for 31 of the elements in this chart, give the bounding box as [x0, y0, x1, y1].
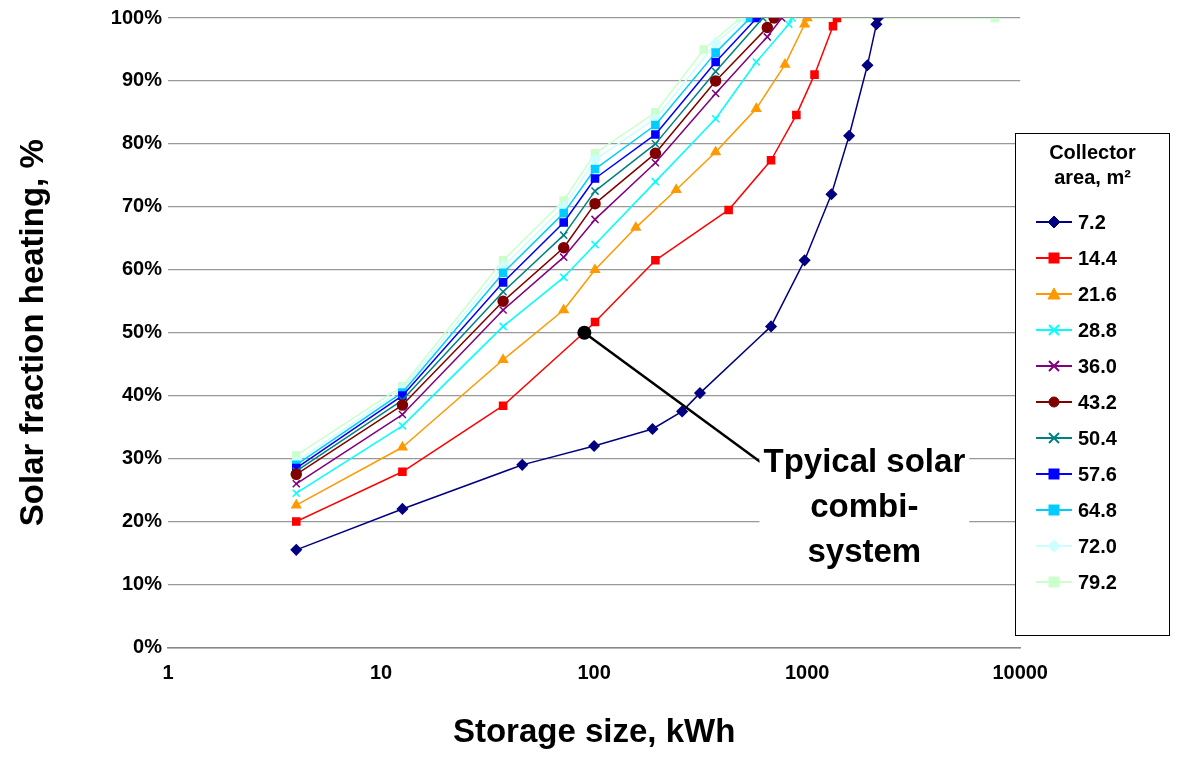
y-tick-label: 20%	[121, 509, 163, 532]
legend-label: 43.2	[1078, 390, 1117, 414]
x-tick-label: 10	[369, 660, 393, 683]
x-tick-label: 100	[577, 660, 611, 683]
y-tick-label: 70%	[121, 194, 163, 217]
y-axis-title: Solar fraction heating, %	[12, 139, 50, 527]
legend-label: 21.6	[1078, 282, 1117, 306]
y-tick-label: 90%	[121, 68, 163, 91]
annotation: Tpyical solar combi-system	[763, 441, 966, 569]
x-tick-label: 1000	[784, 660, 830, 683]
y-tick-label: 100%	[110, 5, 163, 28]
legend-label: 72.0	[1078, 534, 1117, 558]
legend-label: 7.2	[1078, 210, 1106, 234]
y-tick-label: 0%	[133, 634, 163, 657]
legend-label: 36.0	[1078, 354, 1117, 378]
legend-label: 57.6	[1078, 462, 1117, 486]
y-tick-label: 50%	[121, 320, 163, 343]
x-tick-label: 10000	[992, 660, 1048, 683]
y-tick-label: 80%	[121, 131, 163, 154]
y-tick-label: 30%	[121, 446, 163, 469]
legend-label: 50.4	[1078, 426, 1117, 450]
legend-label: 79.2	[1078, 570, 1117, 594]
x-axis-title: Storage size, kWh	[452, 712, 736, 750]
y-tick-label: 60%	[121, 257, 163, 280]
y-tick-label: 10%	[121, 571, 163, 594]
legend-label: 14.4	[1078, 246, 1117, 270]
x-tick-label: 1	[162, 660, 174, 683]
legend-title: Collector area, m²	[1048, 140, 1137, 190]
legend-label: 64.8	[1078, 498, 1117, 522]
y-tick-label: 40%	[121, 383, 163, 406]
legend-label: 28.8	[1078, 318, 1117, 342]
